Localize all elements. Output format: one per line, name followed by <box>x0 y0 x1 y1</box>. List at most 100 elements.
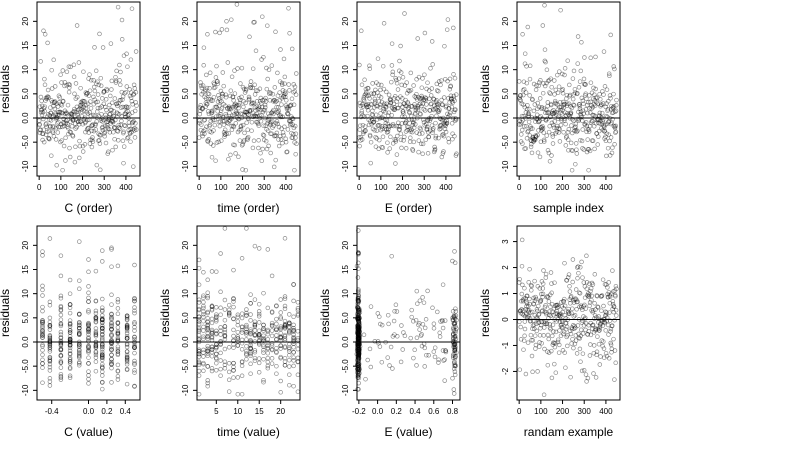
data-point <box>132 368 137 373</box>
data-point <box>538 326 543 331</box>
data-point <box>235 334 241 339</box>
data-point <box>235 319 241 324</box>
data-point <box>586 100 591 105</box>
data-point <box>589 90 595 96</box>
data-point <box>242 112 247 118</box>
data-point <box>209 335 215 341</box>
data-point <box>585 102 590 108</box>
data-point <box>282 326 288 331</box>
data-point <box>545 100 551 105</box>
data-point <box>587 106 592 111</box>
data-point <box>40 319 45 325</box>
data-point <box>114 68 119 74</box>
data-point <box>440 282 446 287</box>
data-point <box>570 323 576 328</box>
data-point <box>245 136 250 141</box>
data-point <box>58 340 64 346</box>
data-point <box>580 331 586 336</box>
y-tick-label: 5.0 <box>341 312 350 324</box>
data-point <box>398 137 404 143</box>
data-point <box>288 121 294 127</box>
data-point <box>451 72 456 77</box>
data-point <box>115 377 121 382</box>
data-point <box>269 63 275 68</box>
data-point <box>71 62 77 68</box>
data-point <box>70 134 76 139</box>
data-point <box>100 373 105 378</box>
data-point <box>197 111 203 117</box>
data-point <box>77 325 82 331</box>
data-point <box>86 326 91 331</box>
data-point <box>356 319 362 325</box>
data-point <box>605 285 610 290</box>
data-point <box>609 323 615 328</box>
data-point <box>547 292 553 298</box>
data-point <box>528 310 533 315</box>
data-point <box>47 136 52 142</box>
data-point <box>571 298 576 303</box>
data-point <box>248 301 253 306</box>
data-point <box>355 352 361 358</box>
data-point <box>116 122 121 128</box>
data-point <box>99 111 104 117</box>
data-point <box>548 101 554 107</box>
data-point <box>93 332 99 337</box>
data-point <box>536 312 541 317</box>
data-point <box>356 336 361 341</box>
data-point <box>269 333 275 339</box>
data-point <box>239 315 245 321</box>
data-point <box>109 362 114 367</box>
data-point <box>71 74 77 80</box>
data-point <box>236 102 242 108</box>
data-point <box>565 58 570 63</box>
data-point <box>89 128 94 134</box>
data-point <box>62 123 67 129</box>
data-point <box>260 109 266 115</box>
data-point <box>433 106 438 111</box>
data-point <box>235 322 241 328</box>
data-point <box>545 294 550 299</box>
data-point <box>359 137 365 142</box>
data-point <box>79 109 85 115</box>
data-point <box>98 75 104 81</box>
data-point <box>45 87 51 93</box>
data-point <box>86 348 91 353</box>
data-point <box>385 121 391 127</box>
data-point <box>611 123 617 129</box>
data-point <box>391 106 396 112</box>
plot-frame <box>516 1 621 177</box>
data-point <box>252 92 258 97</box>
data-point <box>293 92 299 97</box>
data-point <box>607 73 612 79</box>
data-point <box>285 127 291 132</box>
y-tick-label: 5.0 <box>341 88 350 100</box>
data-point <box>100 369 105 375</box>
data-point <box>124 324 130 329</box>
data-point <box>287 324 292 329</box>
data-point <box>391 96 397 101</box>
data-point <box>376 123 381 128</box>
data-point <box>40 320 45 325</box>
data-point <box>66 89 72 95</box>
data-point <box>50 124 56 129</box>
data-point <box>356 365 362 371</box>
data-point <box>278 334 283 340</box>
data-point <box>356 380 361 386</box>
data-point <box>93 345 99 350</box>
data-point <box>546 110 551 116</box>
data-point <box>67 302 73 307</box>
data-point <box>355 325 361 330</box>
data-point <box>274 327 279 333</box>
data-point <box>132 360 137 366</box>
data-point <box>402 11 407 16</box>
data-point <box>589 118 595 124</box>
data-point <box>531 302 537 307</box>
data-point <box>244 120 249 125</box>
data-point <box>233 103 239 109</box>
data-point <box>104 88 110 93</box>
data-point <box>451 360 457 366</box>
data-point <box>548 76 554 81</box>
data-point <box>131 92 136 97</box>
data-point <box>86 321 91 327</box>
data-point <box>355 328 360 333</box>
